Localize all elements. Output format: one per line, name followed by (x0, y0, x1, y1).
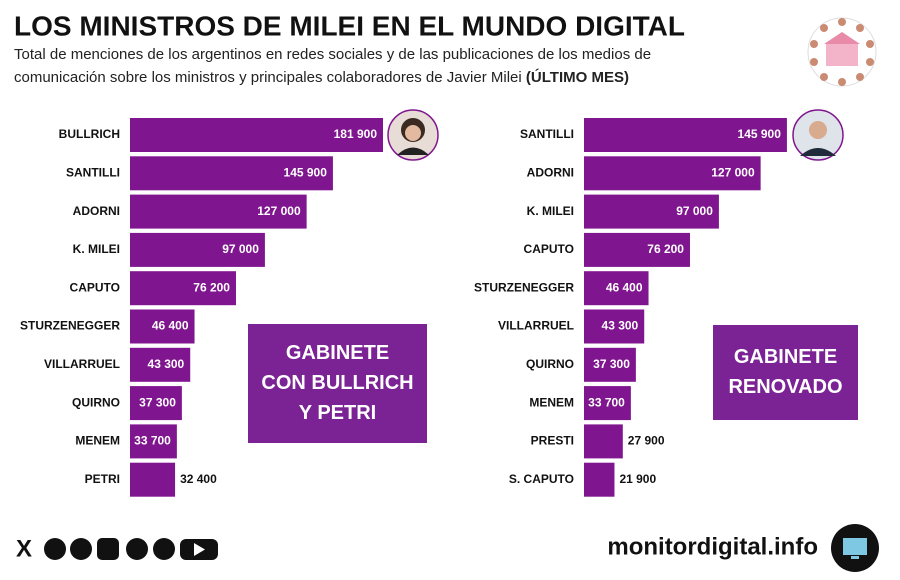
subtitle: comunicación sobre los ministros y princ… (14, 68, 629, 86)
bar (584, 462, 615, 497)
bar (130, 309, 195, 344)
value-label: 181 900 (334, 127, 378, 141)
photo (387, 109, 439, 161)
category-label: PETRI (85, 472, 120, 486)
svg-text:X: X (16, 535, 32, 562)
value-label: 33 700 (588, 395, 625, 409)
bar (584, 232, 690, 267)
value-label: 97 000 (676, 204, 713, 218)
logo (807, 17, 877, 87)
annotation-box (248, 324, 427, 443)
annotation: RENOVADO (728, 376, 842, 398)
photo (792, 109, 844, 161)
bar (130, 462, 176, 497)
annotation-box (713, 325, 858, 420)
subtitle-line: comunicación sobre los ministros y princ… (14, 69, 522, 86)
bar (130, 347, 191, 382)
subtitle-bold: (ÚLTIMO MES) (526, 68, 629, 86)
value-label: 37 300 (593, 357, 630, 371)
category-label: MENEM (529, 395, 574, 409)
category-label: ADORNI (527, 165, 574, 179)
subtitle: Total de menciones de los argentinos en … (14, 46, 651, 63)
social-icons: X (16, 535, 218, 562)
bar (130, 386, 182, 421)
category-label: S. CAPUTO (509, 472, 574, 486)
value-label: 32 400 (180, 472, 217, 486)
bar (584, 309, 645, 344)
category-label: CAPUTO (524, 242, 574, 256)
value-label: 145 900 (738, 127, 782, 141)
value-label: 37 300 (139, 395, 176, 409)
bar (584, 271, 649, 306)
value-label: 127 000 (257, 204, 301, 218)
title: LOS MINISTROS DE MILEI EN EL MUNDO DIGIT… (14, 10, 685, 41)
bar (130, 232, 265, 267)
value-label: 27 900 (628, 434, 665, 448)
footer-icon (831, 524, 879, 572)
category-label: CAPUTO (70, 280, 120, 294)
category-label: STURZENEGGER (20, 319, 120, 333)
category-label: VILLARRUEL (44, 357, 120, 371)
value-label: 127 000 (711, 165, 755, 179)
category-label: SANTILLI (520, 127, 574, 141)
bar (584, 386, 631, 421)
footer-site: monitordigital.info (607, 533, 818, 560)
category-label: K. MILEI (73, 242, 120, 256)
annotation: Y PETRI (299, 402, 376, 424)
bar (584, 118, 787, 152)
value-label: 97 000 (222, 242, 259, 256)
category-label: QUIRNO (526, 357, 574, 371)
annotation: GABINETE (734, 346, 837, 368)
bar (584, 424, 623, 459)
value-label: 76 200 (193, 280, 230, 294)
category-label: SANTILLI (66, 165, 120, 179)
value-label: 43 300 (602, 319, 639, 333)
category-label: QUIRNO (72, 395, 120, 409)
value-label: 46 400 (152, 319, 189, 333)
bar (584, 156, 761, 191)
value-label: 21 900 (619, 472, 656, 486)
category-label: BULLRICH (59, 127, 120, 141)
bar (130, 271, 236, 306)
value-label: 46 400 (606, 280, 643, 294)
category-label: ADORNI (73, 204, 120, 218)
category-label: PRESTI (531, 434, 574, 448)
bar (584, 194, 719, 229)
category-label: K. MILEI (527, 204, 574, 218)
annotation: GABINETE (286, 342, 389, 364)
value-label: 33 700 (134, 434, 171, 448)
value-label: 43 300 (148, 357, 185, 371)
bar (130, 424, 177, 459)
bar (130, 156, 333, 191)
value-label: 145 900 (284, 165, 328, 179)
annotation: CON BULLRICH (261, 372, 413, 394)
value-label: 76 200 (647, 242, 684, 256)
category-label: STURZENEGGER (474, 280, 574, 294)
bar (130, 194, 307, 229)
bar (130, 118, 383, 152)
category-label: VILLARRUEL (498, 319, 574, 333)
bar (584, 347, 636, 382)
category-label: MENEM (75, 434, 120, 448)
